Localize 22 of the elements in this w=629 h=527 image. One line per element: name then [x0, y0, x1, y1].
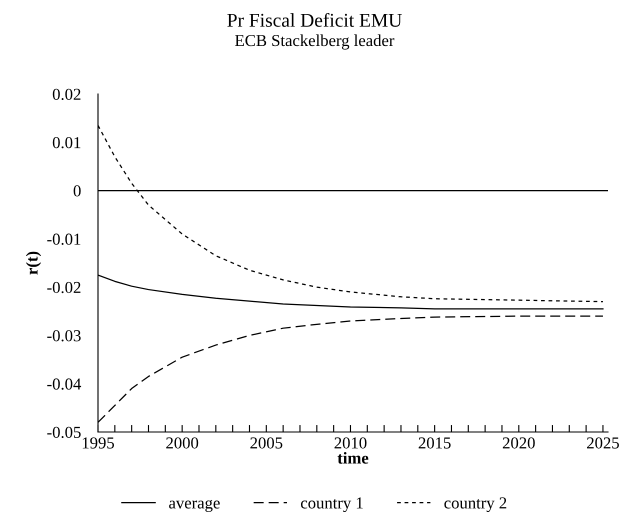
- y-tick-label: 0.02: [52, 88, 80, 100]
- x-tick-label: 2010: [334, 437, 367, 449]
- x-tick-label: 1995: [82, 437, 114, 449]
- y-tick-label: -0.03: [47, 330, 81, 342]
- chart-subtitle: ECB Stackelberg leader: [235, 34, 394, 50]
- x-tick-label: 2025: [587, 437, 619, 449]
- y-axis-title: r(t): [26, 252, 42, 275]
- y-tick-label: 0.01: [52, 136, 80, 148]
- x-axis-title: time: [338, 452, 368, 464]
- chart-title: Pr Fiscal Deficit EMU: [227, 12, 402, 27]
- x-tick-label: 2005: [250, 437, 282, 449]
- x-tick-label: 2000: [166, 437, 198, 449]
- legend-label: average: [169, 500, 220, 512]
- x-tick-label: 2020: [502, 437, 535, 449]
- y-tick-label: -0.01: [47, 234, 80, 245]
- y-tick-label: -0.02: [47, 282, 80, 294]
- x-tick-label: 2015: [418, 437, 451, 449]
- legend-label: country 2: [444, 497, 506, 512]
- legend-label: country 1: [300, 497, 363, 512]
- y-tick-label: 0: [74, 185, 81, 197]
- y-tick-label: -0.04: [47, 378, 82, 390]
- y-tick-label: -0.05: [47, 426, 81, 438]
